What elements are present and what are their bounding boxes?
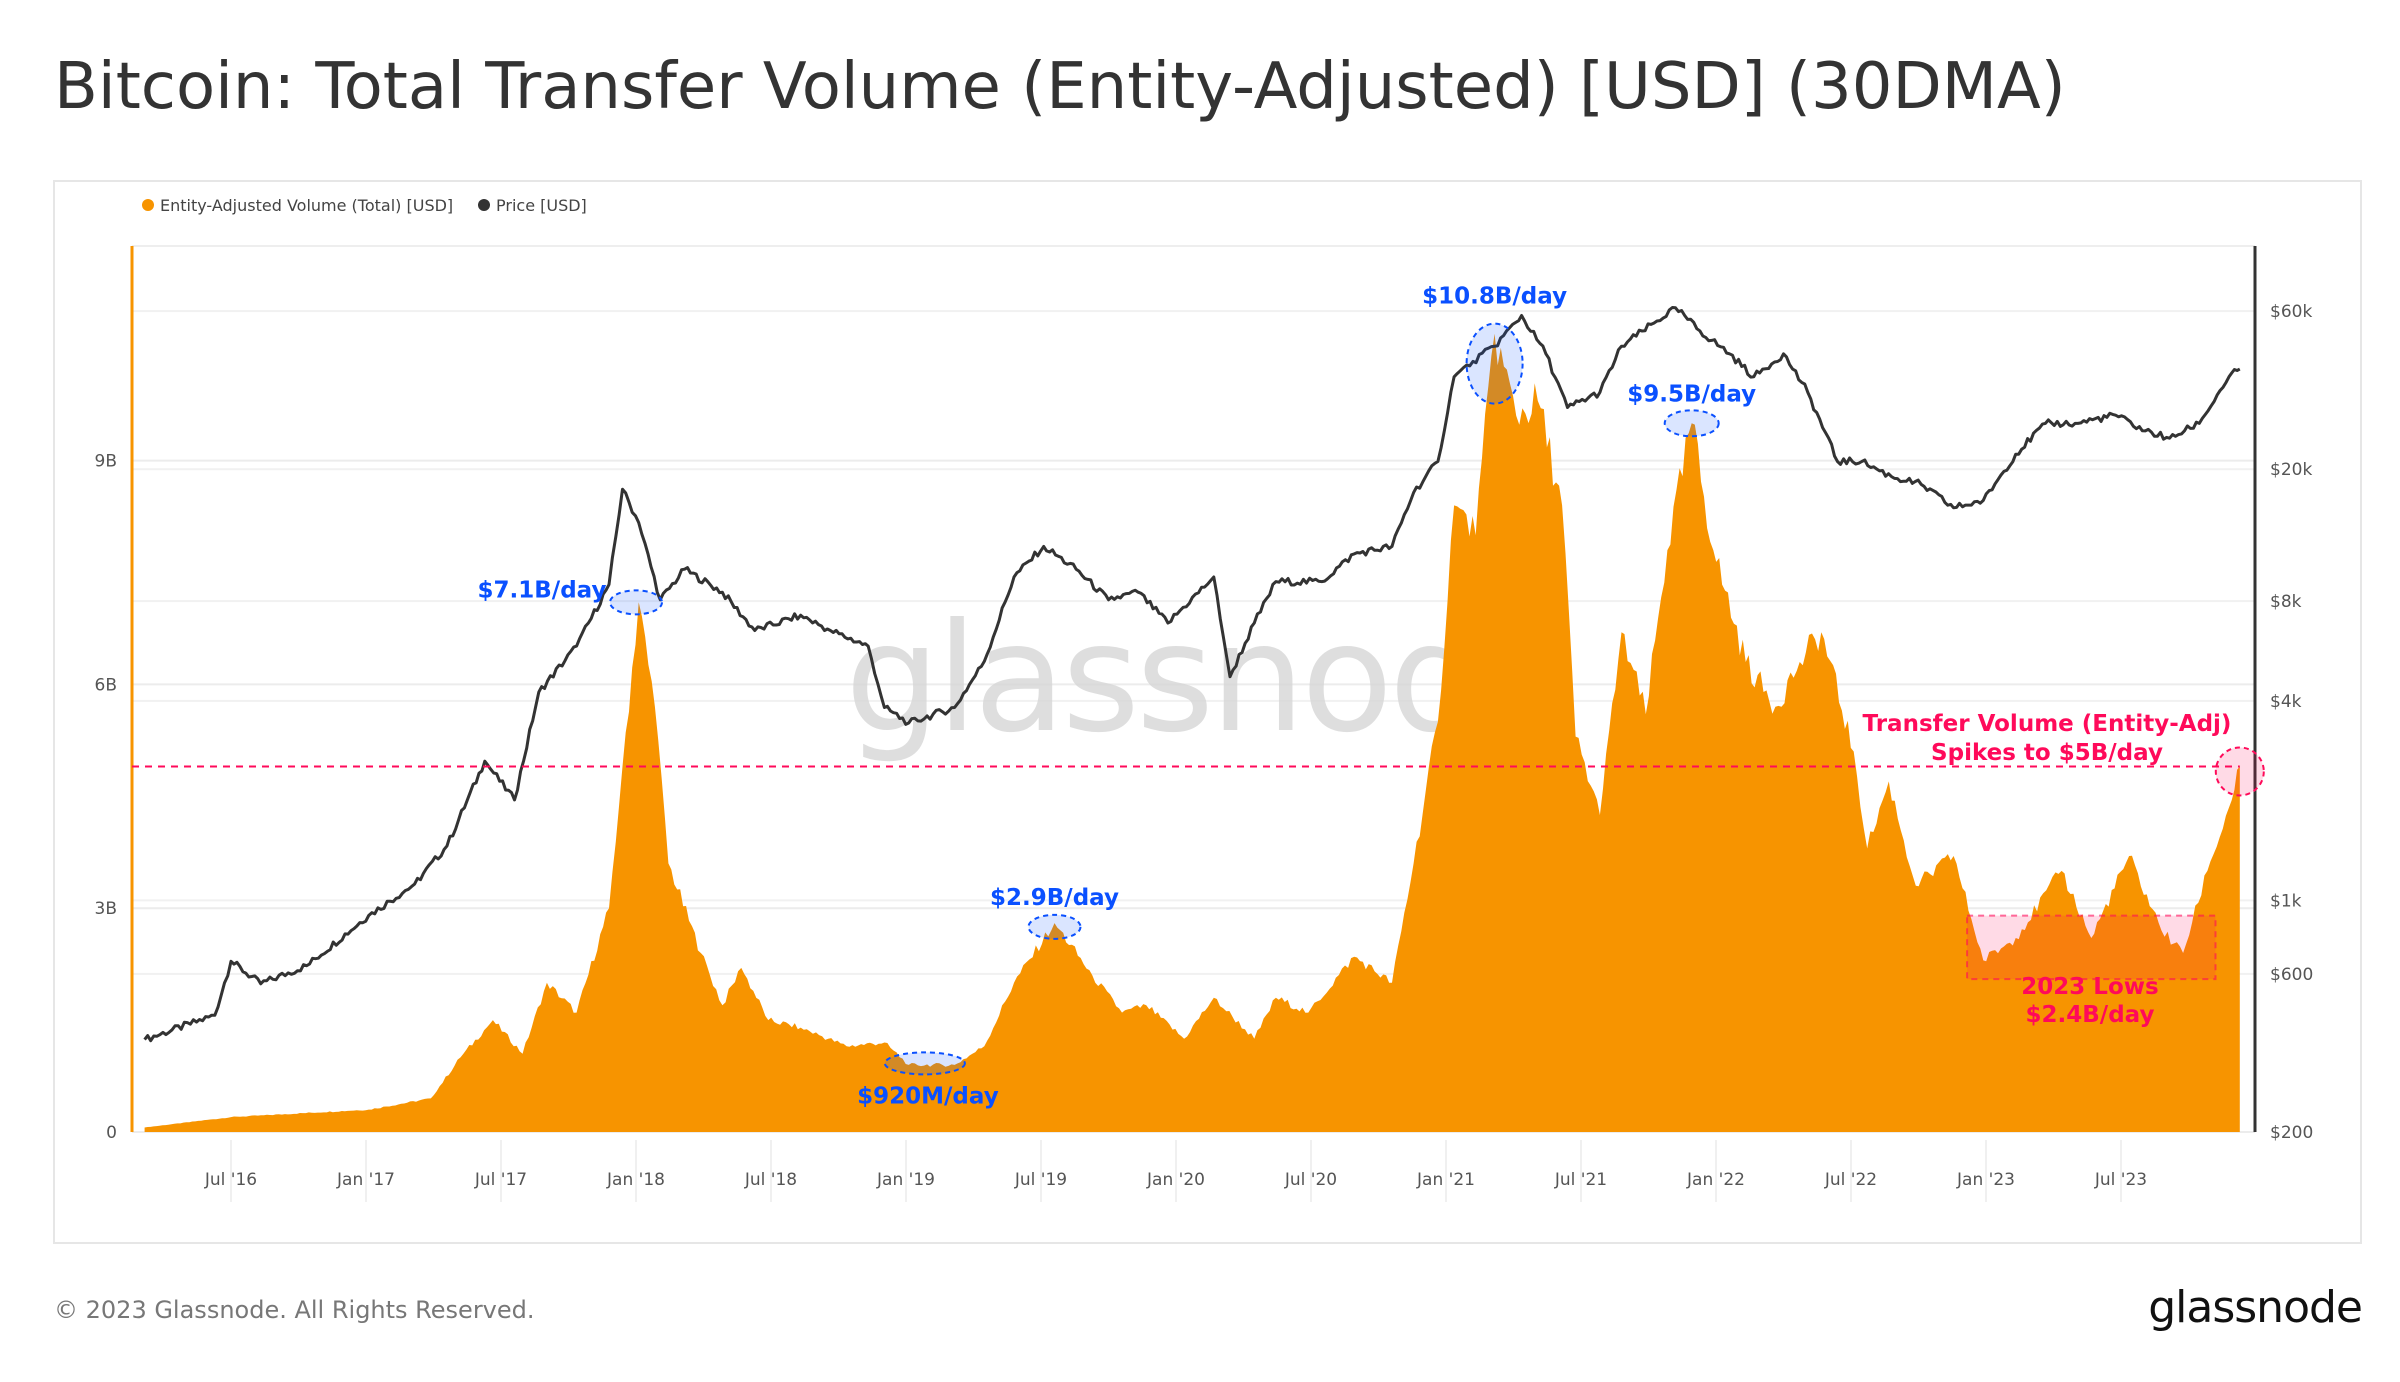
x-tick-label: Jan '17 [336, 1170, 395, 1190]
price-line [143, 306, 2241, 1043]
x-tick-label: Jul '20 [1284, 1170, 1337, 1190]
y-left-tick-label: 3B [95, 899, 117, 919]
y-right-tick-label: $4k [2270, 692, 2302, 712]
y-right-tick-label: $600 [2270, 965, 2313, 985]
y-right-tick-label: $1k [2270, 891, 2302, 911]
annotation-label: 2023 Lows [2021, 974, 2158, 1000]
y-right-tick-label: $60k [2270, 302, 2312, 322]
x-tick-label: Jul '22 [1824, 1170, 1877, 1190]
annotation-marker [609, 589, 663, 616]
axes: 0 3B 6B 9B $200 $600 $1k $4k $8k $20k $60k Jul '16 J… [95, 246, 2313, 1190]
annotation-label: $920M/day [857, 1083, 999, 1109]
x-tick-label: Jan '18 [606, 1170, 665, 1190]
annotation-label: $7.1B/day [478, 577, 607, 603]
x-tick-label: Jan '22 [1686, 1170, 1745, 1190]
x-tick-label: Jul '18 [744, 1170, 797, 1190]
x-tick-label: Jul '23 [2094, 1170, 2147, 1190]
y-right-tick-label: $20k [2270, 460, 2312, 480]
copyright: © 2023 Glassnode. All Rights Reserved. [54, 1296, 535, 1324]
y-right-tick-label: $8k [2270, 592, 2302, 612]
legend: Entity-Adjusted Volume (Total) [USD] Pri… [142, 196, 587, 215]
x-tick-label: Jan '19 [876, 1170, 935, 1190]
annotation-label: $2.9B/day [990, 885, 1119, 911]
annotation-marker [1027, 913, 1082, 940]
legend-volume-label[interactable]: Entity-Adjusted Volume (Total) [USD] [160, 196, 453, 215]
annotation-label: $9.5B/day [1627, 381, 1756, 407]
annotation-marker [1663, 409, 1720, 438]
legend-price-label[interactable]: Price [USD] [496, 196, 587, 215]
x-tick-label: Jan '20 [1146, 1170, 1205, 1190]
volume-area [144, 333, 2240, 1132]
annotation-label: $10.8B/day [1422, 284, 1567, 310]
y-right-tick-label: $200 [2270, 1123, 2313, 1143]
legend-price-dot [478, 199, 490, 211]
page-title: Bitcoin: Total Transfer Volume (Entity-A… [54, 50, 2066, 124]
spike-marker [2214, 746, 2265, 797]
x-tick-label: Jul '19 [1014, 1170, 1067, 1190]
chart-frame [53, 180, 2362, 1244]
x-tick-label: Jul '17 [474, 1170, 527, 1190]
annotation-label: Spikes to $5B/day [1931, 740, 2163, 766]
y-left-tick-label: 0 [106, 1123, 117, 1143]
annotations: $7.1B/day $920M/day $2.9B/day $10.8B/day $9.… [132, 284, 2265, 1109]
annotation-label: Transfer Volume (Entity-Adj) [1863, 711, 2232, 737]
legend-volume-dot [142, 199, 154, 211]
y-left-tick-label: 9B [95, 452, 117, 472]
x-tick-label: Jul '21 [1554, 1170, 1607, 1190]
annotation-marker [1465, 322, 1524, 405]
annotation-marker [883, 1051, 966, 1076]
plot-area [143, 306, 2241, 1132]
glassnode-logo[interactable]: glassnode [2148, 1282, 2363, 1333]
lows-highlight-box [1966, 914, 2217, 981]
y-left-tick-label: 6B [95, 675, 117, 695]
x-tick-label: Jul '16 [204, 1170, 257, 1190]
x-tick-label: Jan '23 [1956, 1170, 2015, 1190]
annotation-label: $2.4B/day [2026, 1002, 2155, 1028]
x-tick-label: Jan '21 [1416, 1170, 1475, 1190]
